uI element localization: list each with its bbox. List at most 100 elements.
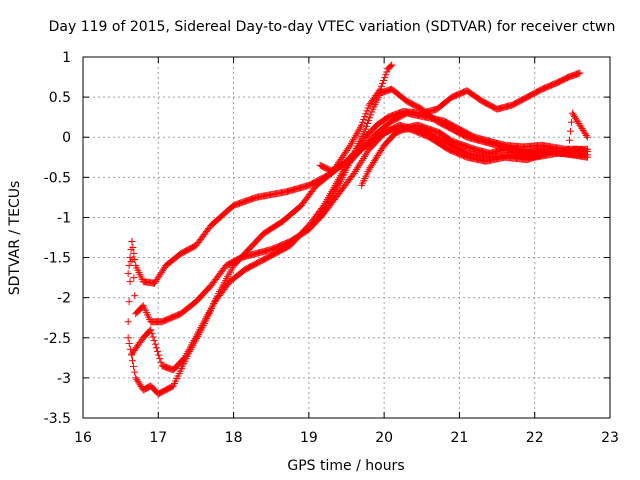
data-point [388, 61, 396, 69]
data-point [387, 62, 395, 70]
data-point [382, 71, 390, 79]
data-point [363, 107, 371, 115]
y-axis-label: SDTVAR / TECUs [7, 181, 23, 296]
y-tick-label: -2 [57, 291, 71, 307]
data-point [155, 272, 163, 280]
data-point [154, 347, 162, 355]
data-point [130, 250, 138, 258]
data-point [124, 270, 132, 278]
data-point [366, 114, 374, 122]
chart-title: Day 119 of 2015, Sidereal Day-to-day VTE… [49, 19, 616, 35]
data-point [131, 368, 139, 376]
data-point [126, 278, 134, 286]
data-point [365, 117, 373, 125]
data-point [380, 76, 388, 84]
data-point [129, 244, 137, 252]
data-point [381, 74, 389, 82]
data-point [364, 104, 372, 112]
data-point [363, 119, 371, 127]
data-point [367, 111, 375, 119]
data-point [377, 82, 385, 90]
data-point [157, 358, 165, 366]
data-point [156, 355, 164, 363]
data-point [151, 340, 159, 348]
axis-ticks: 16 17 18 19 20 21 22 23 1 0.5 0 -0.5 -1 -1.5 -2 -2.5 -3 -… [44, 50, 619, 446]
data-point [150, 337, 158, 345]
series-trace-7 [358, 121, 591, 189]
data-point [361, 113, 369, 121]
y-tick-label: -1.5 [44, 251, 71, 267]
data-point [125, 298, 133, 306]
data-point [153, 276, 161, 284]
data-point [158, 267, 166, 275]
series-trace-1 [124, 61, 396, 287]
data-point [149, 333, 157, 341]
data-point [131, 292, 139, 300]
data-point [338, 154, 346, 162]
data-point [151, 279, 159, 287]
data-point [124, 334, 132, 342]
data-point [368, 108, 376, 116]
x-axis-label: GPS time / hours [287, 458, 404, 474]
data-points [124, 61, 591, 398]
data-point [337, 155, 345, 163]
data-point [130, 274, 138, 282]
data-point [339, 152, 347, 160]
y-tick-label: 0 [62, 130, 71, 146]
y-tick-label: -3 [57, 371, 71, 387]
data-point [125, 340, 133, 348]
data-point [583, 133, 591, 141]
data-point [379, 79, 387, 87]
data-point [360, 115, 368, 123]
y-tick-label: -2.5 [44, 331, 71, 347]
y-tick-label: -1 [57, 210, 71, 226]
data-point [129, 256, 137, 264]
data-point [124, 318, 132, 326]
data-point [160, 265, 168, 273]
data-point [156, 270, 164, 278]
plot-frame [82, 56, 611, 419]
data-point [383, 68, 391, 76]
data-point [362, 122, 370, 130]
data-point [361, 125, 369, 133]
x-tick-label: 20 [375, 430, 393, 446]
data-point [154, 274, 162, 282]
data-point [358, 121, 366, 129]
data-point [152, 277, 160, 285]
x-tick-label: 16 [74, 430, 92, 446]
x-tick-label: 18 [225, 430, 243, 446]
data-point [362, 110, 370, 118]
data-point [155, 351, 163, 359]
data-point [567, 118, 575, 126]
data-point [566, 127, 574, 135]
data-point [345, 143, 353, 151]
data-point [130, 362, 138, 370]
series-trace-5 [316, 69, 584, 175]
data-point [576, 69, 584, 77]
x-tick-label: 17 [149, 430, 167, 446]
x-tick-label: 23 [601, 430, 619, 446]
data-point [128, 357, 136, 365]
data-point [566, 136, 574, 144]
data-point [359, 118, 367, 126]
data-point [128, 238, 136, 246]
data-point [342, 148, 350, 156]
data-point [344, 145, 352, 153]
data-point [157, 269, 165, 277]
x-tick-label: 21 [451, 430, 469, 446]
y-tick-label: 1 [62, 50, 71, 66]
y-tick-label: 0.5 [49, 90, 71, 106]
data-point [583, 148, 591, 156]
x-tick-label: 19 [300, 430, 318, 446]
data-point [582, 132, 590, 140]
data-point [343, 147, 351, 155]
data-point [125, 262, 133, 270]
y-tick-label: -0.5 [44, 170, 71, 186]
x-tick-label: 22 [526, 430, 544, 446]
data-point [148, 329, 156, 337]
data-point [147, 326, 155, 334]
data-point [340, 150, 348, 158]
y-tick-label: -3.5 [44, 411, 71, 427]
data-point [152, 344, 160, 352]
